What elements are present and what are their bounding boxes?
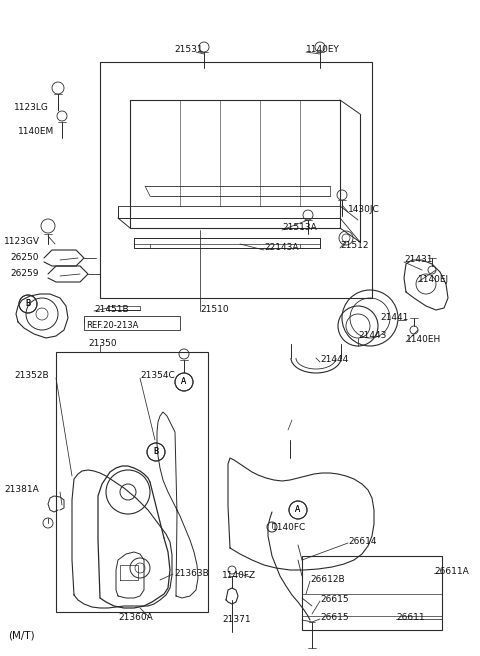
Text: 21444: 21444	[320, 356, 348, 365]
Text: 26615: 26615	[320, 596, 348, 604]
Text: 21371: 21371	[222, 615, 251, 625]
Text: 1430JC: 1430JC	[348, 205, 380, 215]
Text: 26612B: 26612B	[310, 575, 345, 584]
Text: 21512: 21512	[340, 241, 369, 251]
Text: B: B	[25, 300, 31, 308]
Text: 1140EH: 1140EH	[406, 335, 441, 344]
Text: 21352B: 21352B	[14, 371, 48, 380]
Text: B: B	[25, 300, 31, 308]
Text: B: B	[154, 447, 158, 457]
Text: 26611: 26611	[396, 613, 425, 623]
Bar	[100, 62, 372, 298]
Text: A: A	[181, 377, 187, 386]
Text: B: B	[154, 447, 158, 457]
Text: 1140EM: 1140EM	[18, 127, 54, 136]
Text: 21510: 21510	[200, 306, 228, 314]
Text: (M/T): (M/T)	[8, 631, 35, 641]
Text: A: A	[181, 377, 187, 386]
Text: 21513A: 21513A	[282, 224, 317, 232]
Text: 26614: 26614	[348, 537, 376, 546]
Text: 21363B: 21363B	[174, 569, 209, 577]
Text: 1140FZ: 1140FZ	[222, 571, 256, 581]
Text: 26615: 26615	[320, 613, 348, 623]
Text: 21441: 21441	[380, 314, 408, 323]
Text: 21381A: 21381A	[4, 485, 39, 495]
Text: A: A	[295, 506, 300, 514]
Text: A: A	[295, 506, 300, 514]
Text: 21443: 21443	[358, 331, 386, 340]
Text: 21431: 21431	[404, 255, 432, 264]
Text: 1140EY: 1140EY	[306, 45, 340, 54]
Text: 21451B: 21451B	[94, 306, 129, 314]
Text: 21350: 21350	[88, 340, 117, 348]
Bar	[302, 556, 442, 630]
Text: 21354C: 21354C	[140, 371, 175, 380]
Bar	[84, 316, 180, 330]
Text: 22143A: 22143A	[264, 243, 299, 253]
Text: 1123GV: 1123GV	[4, 237, 40, 247]
Text: REF.20-213A: REF.20-213A	[86, 321, 138, 331]
Text: 1123LG: 1123LG	[14, 104, 49, 112]
Bar	[56, 352, 208, 612]
Text: 21360A: 21360A	[118, 613, 153, 623]
Text: 21531: 21531	[174, 45, 203, 54]
Text: 26611A: 26611A	[434, 567, 469, 577]
Text: 1140EJ: 1140EJ	[418, 276, 449, 285]
Text: 26250: 26250	[10, 253, 38, 262]
Text: 1140FC: 1140FC	[272, 522, 306, 531]
Text: 26259: 26259	[10, 270, 38, 279]
